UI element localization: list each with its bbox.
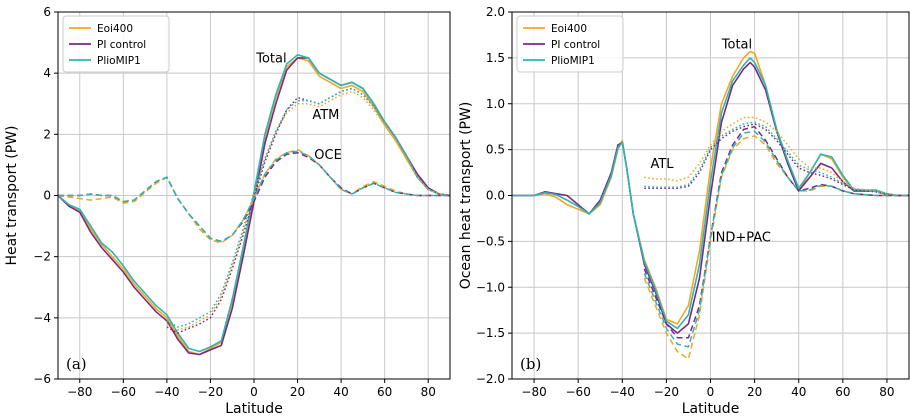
panel-b-xtick-label: −40: [610, 385, 635, 399]
panel-a-annotation: Total: [255, 51, 286, 66]
panel-b-legend-label: PlioMIP1: [551, 55, 595, 67]
panel-b-label: (b): [520, 355, 541, 373]
panel-b-series-pliomip1-total: [512, 57, 909, 330]
panel-b-annotation: Total: [721, 38, 752, 53]
panel-a-ytick-label: 4: [43, 66, 51, 80]
panel-b-ytick-label: −1.5: [476, 326, 505, 340]
panel-b-annotation: IND+PAC: [712, 230, 771, 245]
panel-a-series: [57, 53, 451, 356]
panel-b-annotations: Total ATL IND+PAC: [650, 38, 771, 246]
panel-a-ylabel: Heat transport (PW): [4, 125, 20, 265]
panel-b-legend-label: PI control: [551, 39, 600, 51]
panel-a-legend-label: PlioMIP1: [97, 55, 141, 67]
panel-a-series-eoi400-atm: [166, 90, 451, 331]
panel-b-xtick-label: −20: [654, 385, 679, 399]
panel-b-ytick-label: 1.5: [486, 51, 505, 65]
panel-a-annotations: Total ATM OCE: [255, 51, 342, 162]
panel-a-ytick-label: 0: [43, 189, 51, 203]
panel-a-xlabel: Latitude: [225, 401, 283, 417]
panel-b-ylabel: Ocean heat transport (PW): [458, 102, 474, 290]
panel-a-xtick-label: 60: [377, 385, 392, 399]
panel-b-series-eoi400-ind-pac: [643, 135, 909, 360]
panel-b-xtick-label: 40: [791, 385, 806, 399]
panel-b-ytick-label: −0.5: [476, 234, 505, 248]
panel-a-legend-label: PI control: [97, 39, 146, 51]
panel-a-xtick-label: −80: [67, 385, 92, 399]
panel-a-xtick-label: 20: [290, 385, 305, 399]
panel-b-xtick-label: 60: [835, 385, 850, 399]
panel-b: −80 −60 −40 −20 0 20 40 60 80 −2.0 −1.5 −1.0 −0.5 0.0…: [458, 5, 910, 417]
panel-a-ytick-label: −2: [33, 250, 51, 264]
panel-a-xtick-label: −40: [154, 385, 179, 399]
panel-b-legend-box: [516, 15, 624, 73]
panel-a-series-pi-control-atm: [166, 87, 451, 334]
panel-b-ytick-label: 0.0: [486, 189, 505, 203]
panel-b-xtick-label: 20: [747, 385, 762, 399]
panel-b-series-eoi400-atl: [644, 116, 909, 197]
panel-a-legend-label: Eoi400: [97, 23, 133, 35]
panel-b-legend-label: Eoi400: [551, 23, 587, 35]
panel-b-ytick-label: −1.0: [476, 280, 505, 294]
panel-a-xtick-label: 0: [250, 385, 258, 399]
panel-b-series-pliomip1-atl: [644, 121, 909, 197]
panel-a-ytick-label: −4: [33, 311, 51, 325]
panel-b-series-pi-control-ind-pac: [643, 125, 909, 339]
panel-b-ytick-label: 1.0: [486, 97, 505, 111]
panel-a-annotation: ATM: [312, 108, 339, 123]
panel-b-ytick-label: 0.5: [486, 143, 505, 157]
panel-b-series-pliomip1-ind-pac: [643, 130, 909, 348]
panel-a-ytick-label: 6: [43, 5, 51, 19]
panel-b-legend: Eoi400 PI control PlioMIP1: [516, 15, 624, 73]
panel-a-series-pliomip1-oce: [58, 150, 450, 243]
panel-a-label: (a): [66, 355, 87, 373]
panel-b-ticks: −80 −60 −40 −20 0 20 40 60 80 −2.0 −1.5 −1.0 −0.5 0.0…: [476, 5, 895, 399]
panel-b-series-pi-control-atl: [644, 123, 909, 197]
panel-b-annotation: ATL: [650, 157, 674, 172]
panel-a-xtick-label: 40: [333, 385, 348, 399]
panel-b-xtick-label: −80: [521, 385, 546, 399]
panel-a-xtick-label: −60: [111, 385, 136, 399]
panel-a-ytick-label: 2: [43, 127, 51, 141]
panel-a-xtick-label: 80: [421, 385, 436, 399]
panel-a-legend: Eoi400 PI control PlioMIP1: [62, 15, 170, 73]
panel-b-xtick-label: 0: [707, 385, 715, 399]
panel-b-ytick-label: −2.0: [476, 372, 505, 386]
panel-a-series-pliomip1-atm: [166, 87, 451, 328]
panel-a-ytick-label: −6: [33, 372, 51, 386]
panel-b-xlabel: Latitude: [682, 401, 740, 417]
panel-b-xtick-label: −60: [566, 385, 591, 399]
panel-b-xtick-label: 80: [879, 385, 894, 399]
panel-b-ytick-label: 2.0: [486, 5, 505, 19]
panel-a-xtick-label: −20: [198, 385, 223, 399]
panel-a-series-eoi400-oce: [57, 148, 450, 244]
panel-a-annotation: OCE: [314, 148, 342, 163]
panel-b-series: [512, 50, 909, 360]
panel-a-legend-box: [62, 15, 170, 73]
